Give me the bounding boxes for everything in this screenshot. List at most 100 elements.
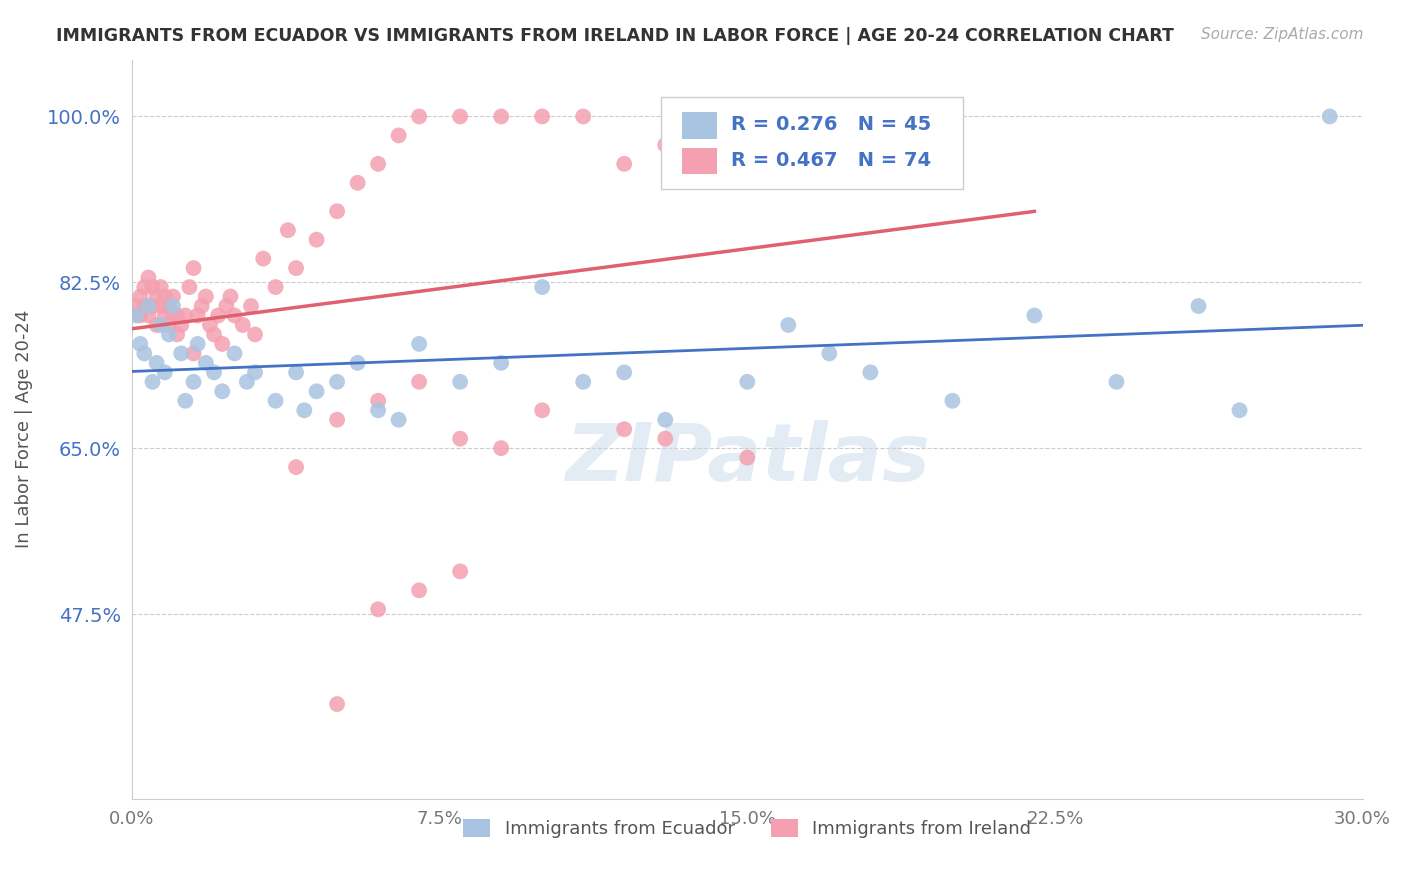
Point	[207, 309, 229, 323]
Point	[236, 375, 259, 389]
Point	[859, 157, 882, 171]
Point	[613, 157, 636, 171]
Point	[194, 356, 217, 370]
Point	[149, 299, 172, 313]
Point	[166, 309, 188, 323]
Point	[153, 309, 176, 323]
Point	[489, 441, 512, 455]
Point	[174, 393, 197, 408]
Point	[735, 375, 758, 389]
Point	[187, 337, 209, 351]
Point	[367, 602, 389, 616]
Point	[859, 365, 882, 379]
Point	[346, 176, 368, 190]
Point	[239, 299, 262, 313]
Point	[129, 289, 152, 303]
Point	[489, 110, 512, 124]
Point	[531, 403, 554, 417]
Point	[145, 318, 167, 332]
Point	[449, 110, 471, 124]
Point	[157, 327, 180, 342]
Point	[735, 110, 758, 124]
Point	[408, 375, 430, 389]
Point	[531, 110, 554, 124]
Point	[1319, 110, 1341, 124]
Point	[1187, 299, 1209, 313]
Point	[145, 289, 167, 303]
Point	[153, 365, 176, 379]
Point	[449, 432, 471, 446]
Point	[449, 375, 471, 389]
Point	[277, 223, 299, 237]
Point	[145, 356, 167, 370]
Point	[224, 346, 246, 360]
Point	[346, 356, 368, 370]
Point	[187, 309, 209, 323]
Point	[141, 299, 163, 313]
Point	[285, 365, 308, 379]
Text: R = 0.467   N = 74: R = 0.467 N = 74	[731, 151, 931, 169]
Point	[326, 697, 349, 711]
Point	[211, 337, 233, 351]
Point	[408, 337, 430, 351]
Point	[1024, 309, 1046, 323]
Point	[157, 318, 180, 332]
Point	[190, 299, 212, 313]
Point	[613, 422, 636, 436]
Point	[134, 299, 156, 313]
Point	[367, 157, 389, 171]
Point	[572, 110, 595, 124]
Point	[138, 309, 160, 323]
Point	[219, 289, 242, 303]
Point	[166, 327, 188, 342]
Point	[138, 270, 160, 285]
Point	[326, 413, 349, 427]
Point	[264, 393, 287, 408]
Point	[129, 309, 152, 323]
Point	[141, 280, 163, 294]
Point	[232, 318, 254, 332]
Text: R = 0.276   N = 45: R = 0.276 N = 45	[731, 115, 932, 134]
Point	[941, 393, 963, 408]
Point	[149, 280, 172, 294]
Point	[326, 204, 349, 219]
Bar	[682, 112, 717, 138]
Legend: Immigrants from Ecuador, Immigrants from Ireland: Immigrants from Ecuador, Immigrants from…	[456, 812, 1039, 846]
Point	[367, 393, 389, 408]
Point	[194, 289, 217, 303]
Point	[695, 128, 717, 143]
Point	[202, 327, 225, 342]
Point	[388, 128, 411, 143]
Point	[138, 299, 160, 313]
Point	[367, 403, 389, 417]
Point	[613, 365, 636, 379]
Point	[198, 318, 221, 332]
Point	[211, 384, 233, 399]
Point	[174, 309, 197, 323]
Point	[149, 318, 172, 332]
Point	[183, 346, 205, 360]
Point	[408, 583, 430, 598]
Point	[252, 252, 274, 266]
Point	[305, 233, 328, 247]
Text: Source: ZipAtlas.com: Source: ZipAtlas.com	[1201, 27, 1364, 42]
Point	[735, 450, 758, 465]
FancyBboxPatch shape	[661, 96, 963, 189]
Point	[125, 299, 148, 313]
Point	[818, 346, 841, 360]
Y-axis label: In Labor Force | Age 20-24: In Labor Force | Age 20-24	[15, 310, 32, 549]
Point	[243, 327, 266, 342]
Point	[183, 261, 205, 276]
Point	[285, 261, 308, 276]
Point	[129, 337, 152, 351]
Point	[215, 299, 238, 313]
Point	[531, 280, 554, 294]
Point	[408, 110, 430, 124]
Point	[170, 318, 193, 332]
Point	[141, 375, 163, 389]
Text: IMMIGRANTS FROM ECUADOR VS IMMIGRANTS FROM IRELAND IN LABOR FORCE | AGE 20-24 CO: IMMIGRANTS FROM ECUADOR VS IMMIGRANTS FR…	[56, 27, 1174, 45]
Point	[654, 432, 676, 446]
Text: ZIPatlas: ZIPatlas	[565, 420, 929, 498]
Point	[170, 346, 193, 360]
Point	[449, 565, 471, 579]
